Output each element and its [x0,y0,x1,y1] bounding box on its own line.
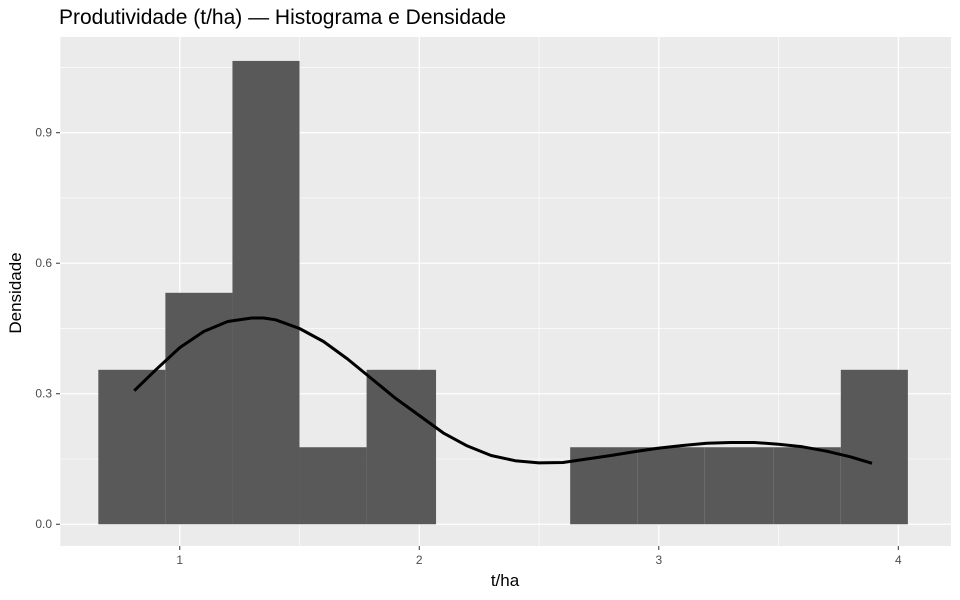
x-axis-title: t/ha [491,571,520,590]
histogram-bar-5 [366,369,437,525]
x-tick-label: 4 [895,553,902,567]
y-tick-label: 0.6 [35,256,52,270]
histogram-bar-2 [165,292,233,525]
x-tick-label: 2 [416,553,423,567]
x-tick-label: 1 [176,553,183,567]
histogram-bar-12 [840,369,908,525]
histogram-bar-3 [232,60,300,525]
histogram-bar-4 [299,447,367,525]
x-tick-label: 3 [655,553,662,567]
axes: 1 2 3 4 0.0 0.3 0.6 0.9 [35,126,902,567]
density-curve-layer [133,316,873,465]
chart-title: Produtividade (t/ha) — Histograma e Dens… [59,6,506,29]
histogram-bar-1 [98,369,166,525]
density-curve [133,316,873,465]
y-tick-label: 0.9 [35,126,52,140]
y-tick-label: 0.3 [35,387,52,401]
histogram-bar-9 [637,447,705,525]
histogram-bar-11 [773,447,841,525]
y-tick-label: 0.0 [35,517,52,531]
histogram-bar-10 [704,447,774,525]
y-axis-title: Densidade [6,252,25,333]
histogram-bars [98,60,908,525]
